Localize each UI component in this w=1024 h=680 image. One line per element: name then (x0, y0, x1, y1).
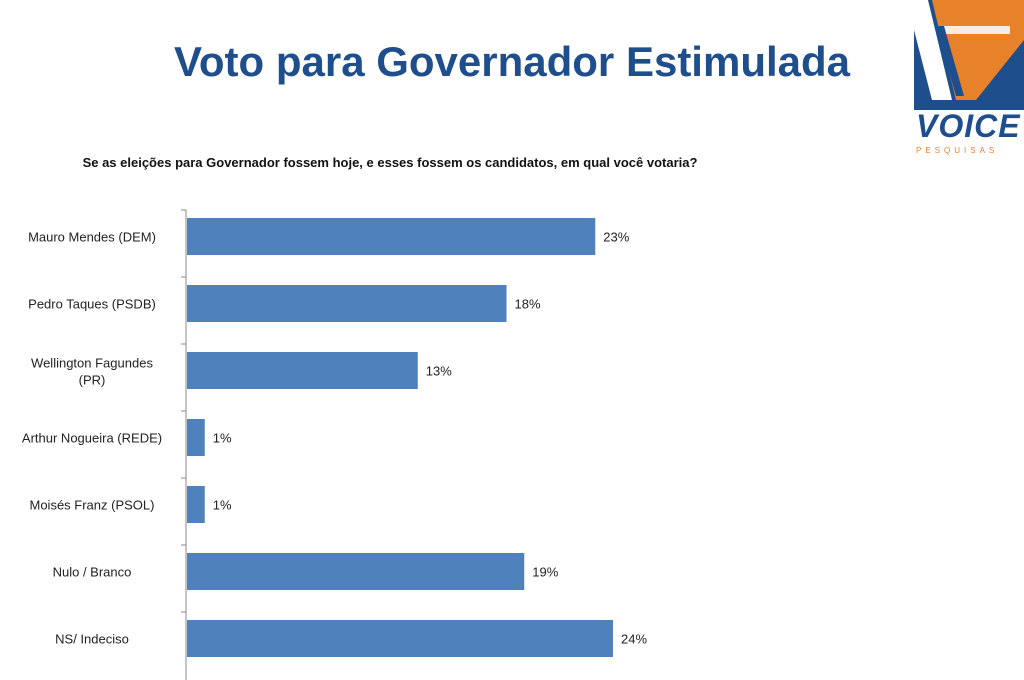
category-label: Arthur Nogueira (REDE) (22, 431, 162, 446)
data-label: 23% (603, 230, 629, 245)
category-label: Wellington Fagundes (PR) (31, 356, 153, 388)
survey-question: Se as eleições para Governador fossem ho… (82, 155, 698, 170)
logo-subtitle: PESQUISAS (916, 146, 999, 155)
data-label: 13% (426, 364, 452, 379)
bar-chart: 23% Mauro Mendes (DEM) 18% Pedro Taques (PS… (22, 209, 647, 680)
bar (187, 553, 525, 590)
bar (187, 352, 418, 389)
bar (187, 486, 205, 523)
bar (187, 620, 613, 657)
data-label: 24% (621, 632, 647, 647)
logo-mark-icon (914, 0, 1024, 110)
chart-title: Voto para Governador Estimulada (173, 38, 851, 85)
data-label: 18% (515, 297, 541, 312)
data-label: 19% (532, 565, 558, 580)
category-label: Nulo / Branco (53, 565, 132, 580)
bar (187, 218, 596, 255)
category-label: Moisés Franz (PSOL) (30, 498, 155, 513)
category-label: NS/ Indeciso (55, 632, 129, 647)
bar (187, 419, 205, 456)
data-label: 1% (213, 498, 232, 513)
data-label: 1% (213, 431, 232, 446)
category-label: Pedro Taques (PSDB) (28, 297, 156, 312)
logo-wordmark: VOICE (916, 108, 1021, 144)
category-label: Mauro Mendes (DEM) (28, 230, 156, 245)
voice-logo: VOICE PESQUISAS (914, 0, 1024, 160)
bar (187, 285, 507, 322)
